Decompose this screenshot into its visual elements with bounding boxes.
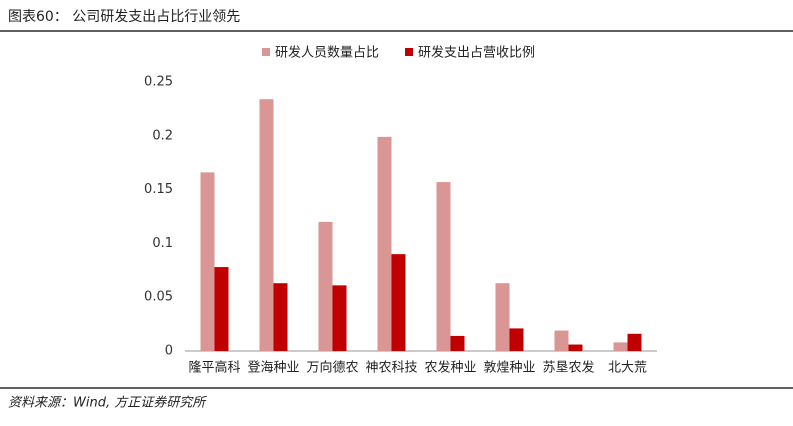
x-tick-label: 北大荒: [608, 361, 647, 376]
y-tick-label: 0.1: [152, 236, 173, 251]
x-tick-label: 登海种业: [247, 361, 299, 376]
bar: [259, 99, 274, 351]
bar: [391, 254, 406, 351]
y-tick-label: 0.2: [152, 128, 173, 143]
bar: [200, 172, 215, 351]
x-tick-label: 农发种业: [424, 360, 476, 376]
chart-title: 图表60： 公司研发支出占比行业领先: [8, 9, 240, 25]
x-tick-label: 敦煌种业: [483, 360, 535, 376]
bar: [377, 136, 392, 351]
y-tick-label: 0.15: [144, 182, 173, 197]
bar: [436, 182, 451, 351]
bar: [568, 344, 583, 351]
x-tick-label: 苏垦农发: [542, 360, 594, 376]
bar: [318, 221, 333, 351]
y-tick-label: 0.05: [144, 290, 173, 305]
bar: [450, 335, 465, 351]
legend-label: 研发人员数量占比: [275, 45, 379, 61]
x-tick-label: 神农科技: [365, 361, 417, 376]
source: 资料来源：Wind, 方正证券研究所: [8, 395, 207, 411]
bar: [509, 328, 524, 351]
bar: [613, 342, 628, 351]
bar: [627, 333, 642, 351]
x-tick-label: 万向德农: [306, 360, 358, 376]
bar: [214, 267, 229, 351]
bar: [332, 285, 347, 351]
legend-swatch: [405, 48, 414, 56]
legend-swatch: [262, 48, 270, 56]
bar: [273, 283, 288, 351]
y-tick-label: 0: [165, 344, 173, 359]
bar: [495, 283, 510, 351]
x-tick-label: 隆平高科: [188, 360, 240, 376]
legend-label: 研发支出占营收比例: [418, 45, 535, 61]
bar: [554, 330, 569, 351]
y-tick-label: 0.25: [144, 75, 173, 90]
